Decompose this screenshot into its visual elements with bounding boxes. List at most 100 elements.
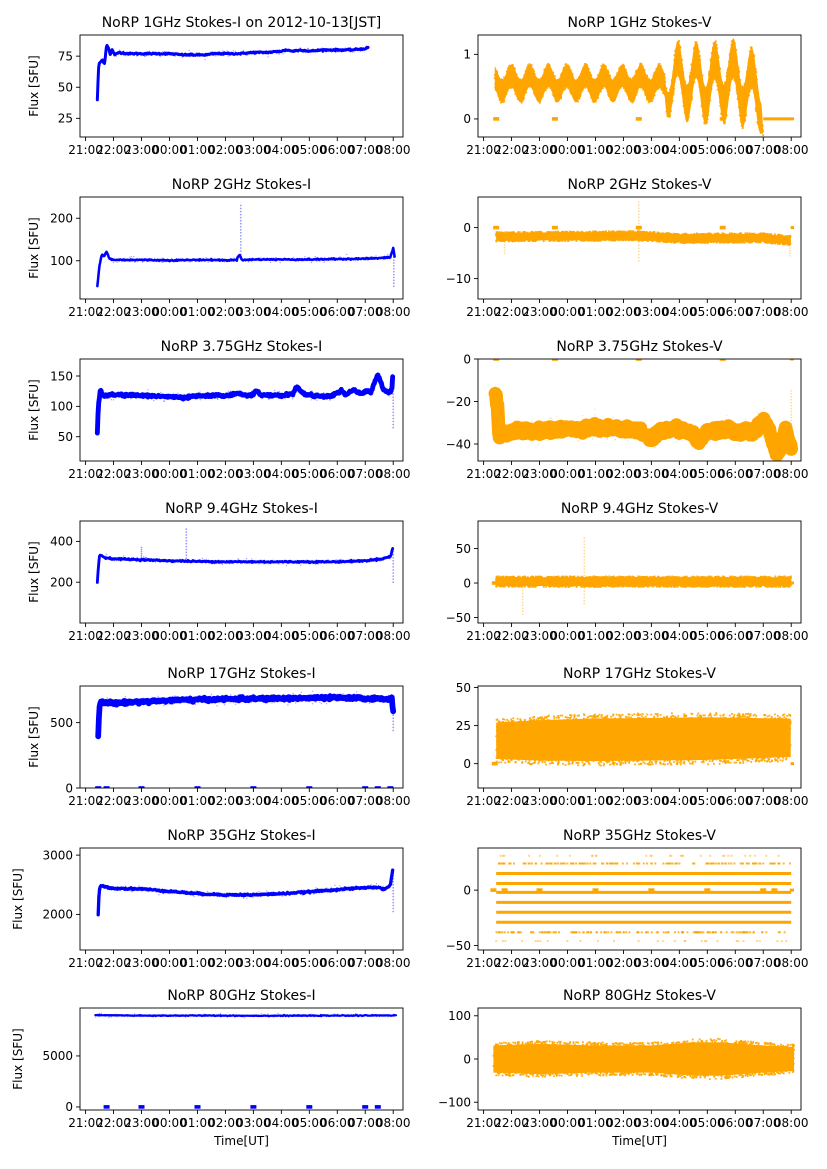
x-tick-label: 04:00 [264, 143, 299, 157]
series-2ghz-i-point [393, 255, 396, 257]
series-2ghz-v-point [779, 234, 782, 236]
series-2ghz-i-point [189, 260, 191, 262]
series-2ghz-i-point [387, 255, 389, 258]
series-1ghz-i-point [335, 51, 337, 54]
series-2ghz-i-point [258, 257, 260, 259]
series-1ghz-v-point [635, 94, 638, 96]
series-2ghz-i-point [129, 259, 132, 261]
series-2ghz-v-point [504, 231, 507, 234]
series-2ghz-i-spike-point [392, 259, 395, 261]
x-tick-label: 06:00 [718, 143, 753, 157]
series-2ghz-i-point [169, 260, 171, 262]
series-2ghz-v-point [527, 240, 530, 242]
series-2ghz-i-point [250, 259, 253, 262]
series-1ghz-v-point [518, 78, 521, 81]
series-1ghz-i-point [254, 51, 256, 53]
series-1ghz-v-point [707, 114, 710, 117]
series-1ghz-v-point [755, 110, 757, 112]
series-2ghz-i-point [362, 259, 365, 261]
series-2ghz-i-spike-point [239, 241, 242, 243]
series-1ghz-v-point [748, 94, 751, 97]
series-1ghz-i-point [252, 50, 254, 52]
series-2ghz-i-point [191, 260, 194, 262]
series-1ghz-i-line [95, 43, 370, 102]
series-2ghz-i-point [224, 259, 226, 261]
series-2ghz-i-point [153, 257, 156, 260]
series-2ghz-i-point [269, 259, 271, 261]
series-1ghz-i-point [215, 55, 217, 57]
series-1ghz-i-point [108, 49, 111, 52]
series-2ghz-i-point [132, 259, 134, 261]
series-1ghz-i-point [234, 50, 236, 53]
series-2ghz-i-point [194, 258, 196, 260]
series-1ghz-v-point [624, 89, 626, 92]
series-2ghz-i-point [371, 256, 373, 259]
x-tick-label: 22:00 [96, 143, 131, 157]
series-2ghz-i-point [320, 257, 322, 259]
series-2ghz-i-point [352, 258, 354, 260]
series-2ghz-i-point [130, 255, 132, 258]
series-2ghz-i-point [272, 258, 274, 261]
series-2ghz-i-point [233, 259, 235, 261]
series-1ghz-i-point [366, 47, 368, 49]
series-1ghz-v-point [633, 75, 636, 78]
series-2ghz-i-point [171, 259, 173, 261]
series-1ghz-i-point [117, 51, 120, 53]
series-2ghz-i-point [134, 260, 136, 263]
series-1ghz-i-point [277, 51, 280, 54]
panel-title: NoRP 1GHz Stokes-I on 2012-10-13[JST] [102, 15, 382, 31]
series-1ghz-i-point [155, 51, 157, 53]
series-2ghz-i-point [166, 259, 168, 261]
series-2ghz-i-point [391, 251, 393, 254]
series-2ghz-i-point [244, 258, 247, 261]
series-2ghz-i-point [268, 257, 271, 259]
series-2ghz-i-point [358, 258, 360, 260]
series-2ghz-i-point [269, 258, 271, 261]
series-1ghz-v-point [631, 101, 634, 104]
series-1ghz-v-point [600, 65, 603, 67]
series-2ghz-i-point [98, 272, 100, 275]
series-2ghz-i-point [332, 258, 334, 261]
series-1ghz-i-point [185, 53, 187, 55]
series-2ghz-i-point [294, 258, 296, 261]
series-1ghz-i-point [278, 53, 280, 55]
series-1ghz-i-point [362, 48, 364, 50]
series-2ghz-i-point [132, 258, 134, 260]
series-1ghz-i-point [144, 55, 146, 58]
series-2ghz-i-point [178, 260, 180, 262]
series-1ghz-i-point [245, 50, 247, 53]
series-2ghz-i-point [345, 258, 348, 260]
series-1ghz-i-point [174, 55, 177, 57]
series-1ghz-i-point [125, 52, 128, 54]
series-2ghz-i-point [357, 258, 359, 260]
series-2ghz-v-point [645, 230, 648, 233]
series-2ghz-v-point [512, 240, 515, 242]
series-2ghz-i-point [141, 261, 144, 263]
series-1ghz-i-point [293, 49, 295, 52]
series-2ghz-i-point [275, 257, 277, 260]
series-1ghz-i-point [273, 50, 276, 52]
series-2ghz-v-point [668, 240, 671, 243]
series-1ghz-i-point [108, 51, 111, 53]
series-2ghz-i-spike-point [392, 282, 395, 285]
series-1ghz-i-point [107, 46, 110, 48]
series-1ghz-i-point [115, 52, 117, 55]
series-1ghz-v-point [715, 44, 718, 46]
series-1ghz-v-point [660, 87, 662, 90]
series-1ghz-i-point [142, 53, 144, 55]
series-1ghz-v-point [709, 58, 712, 61]
series-1ghz-i-point [319, 50, 321, 52]
series-2ghz-i-point [295, 260, 297, 262]
series-1ghz-i-point [129, 54, 132, 57]
series-2ghz-i-spike-point [392, 250, 395, 253]
series-1ghz-i-point [214, 53, 216, 56]
series-2ghz-v-point [655, 240, 658, 243]
series-2ghz-i-point [154, 259, 156, 261]
series-2ghz-i-point [166, 259, 169, 262]
x-tick-label: 05:00 [292, 143, 327, 157]
series-2ghz-i-point [223, 260, 225, 263]
series-2ghz-v-point [552, 231, 554, 233]
series-1ghz-i-point [191, 52, 193, 54]
series-1ghz-i-point [356, 47, 359, 49]
x-tick-label: 00:00 [152, 305, 187, 319]
